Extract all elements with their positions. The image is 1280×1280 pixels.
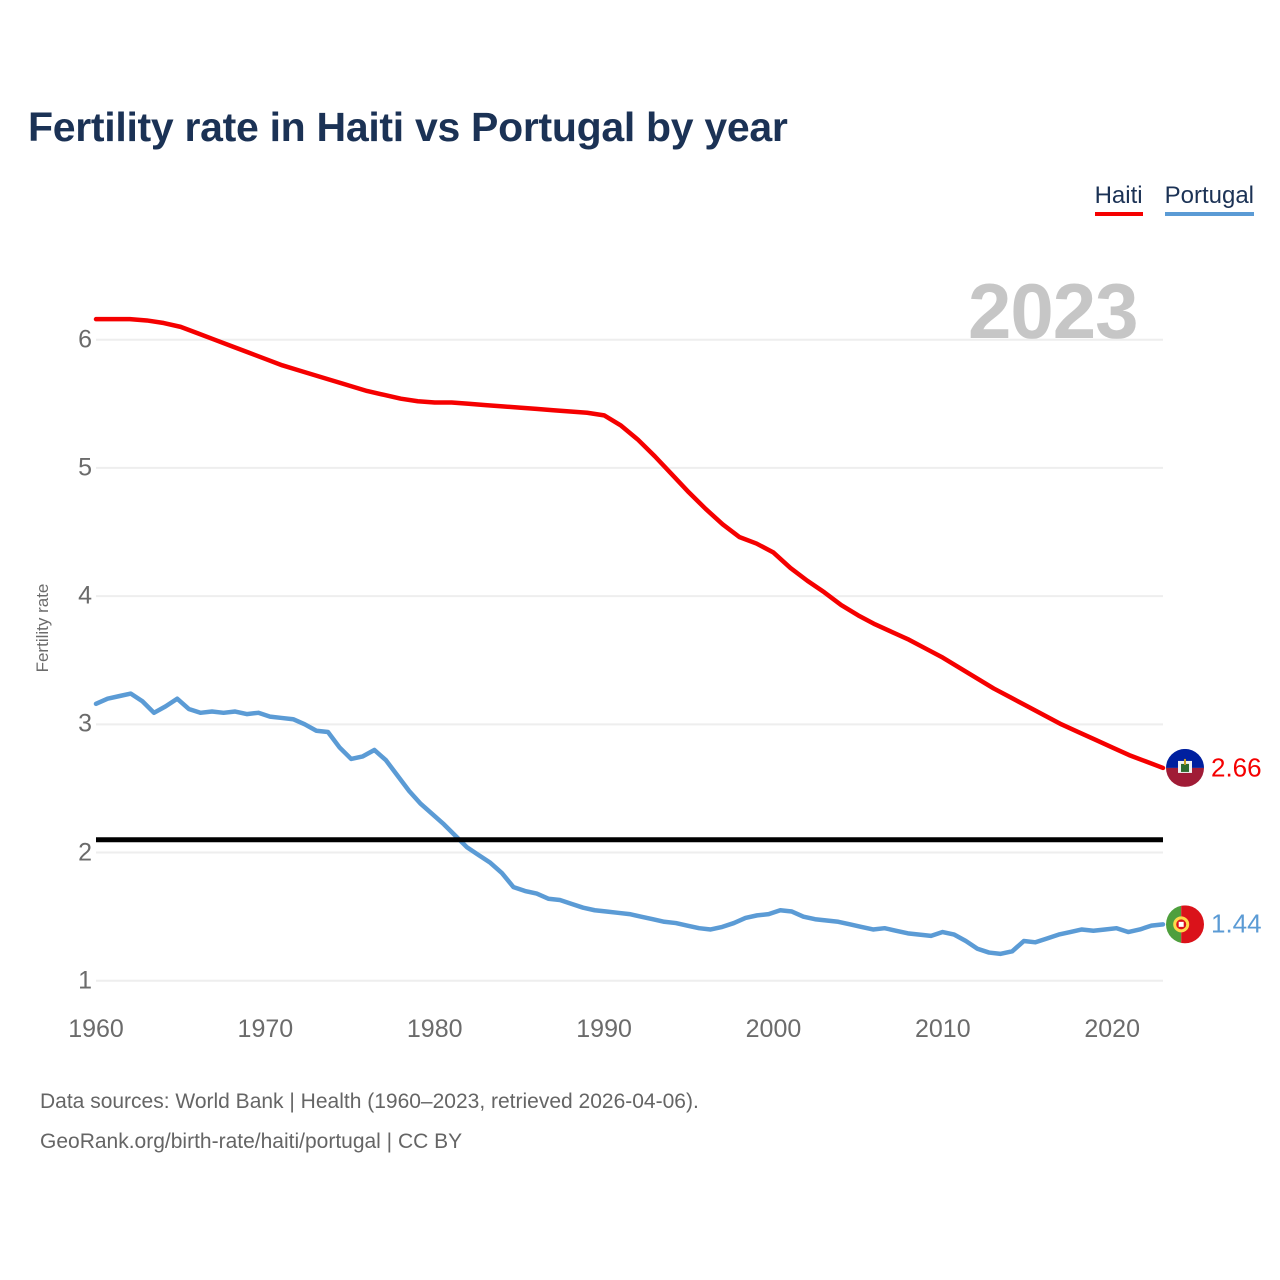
x-axis-tick-1960: 1960	[68, 1015, 124, 1043]
x-axis-tick-1980: 1980	[406, 1015, 463, 1043]
page-title: Fertility rate in Haiti vs Portugal by y…	[28, 104, 788, 150]
y-axis-tick-6: 6	[78, 325, 92, 354]
legend-label-portugal: Portugal	[1164, 182, 1254, 209]
portugal-flag-icon	[1166, 905, 1204, 944]
x-axis-tick-2010: 2010	[915, 1015, 971, 1043]
x-axis-tick-2020: 2020	[1084, 1015, 1140, 1043]
x-axis-tick-2000: 2000	[745, 1015, 802, 1043]
x-axis-tick-1970: 1970	[237, 1015, 294, 1043]
haiti-flag-icon	[1166, 748, 1204, 787]
footer-attribution: GeoRank.org/birth-rate/haiti/portugal | …	[40, 1130, 463, 1153]
footer-data-sources: Data sources: World Bank | Health (1960–…	[40, 1090, 699, 1113]
legend-rule-haiti	[1094, 211, 1143, 216]
y-axis-tick-4: 4	[78, 581, 92, 610]
legend-label-haiti: Haiti	[1094, 182, 1143, 209]
chart-legend: Haiti Portugal	[1094, 182, 1254, 216]
legend-rule-portugal	[1164, 211, 1254, 216]
series-line-haiti	[93, 316, 1166, 771]
x-axis-tick-1990: 1990	[576, 1015, 632, 1043]
legend-item-haiti[interactable]: Haiti	[1094, 182, 1143, 216]
haiti-end-label: 2.66	[1211, 752, 1262, 783]
y-axis-tick-2: 2	[78, 838, 92, 867]
portugal-end-label: 1.44	[1211, 908, 1262, 939]
legend-item-portugal[interactable]: Portugal	[1164, 182, 1254, 216]
year-watermark: 2023	[968, 267, 1139, 355]
y-axis-tick-1: 1	[78, 966, 92, 995]
series-line-portugal	[93, 691, 1166, 957]
y-axis-tick-5: 5	[78, 453, 92, 482]
y-axis-tick-3: 3	[78, 709, 92, 738]
